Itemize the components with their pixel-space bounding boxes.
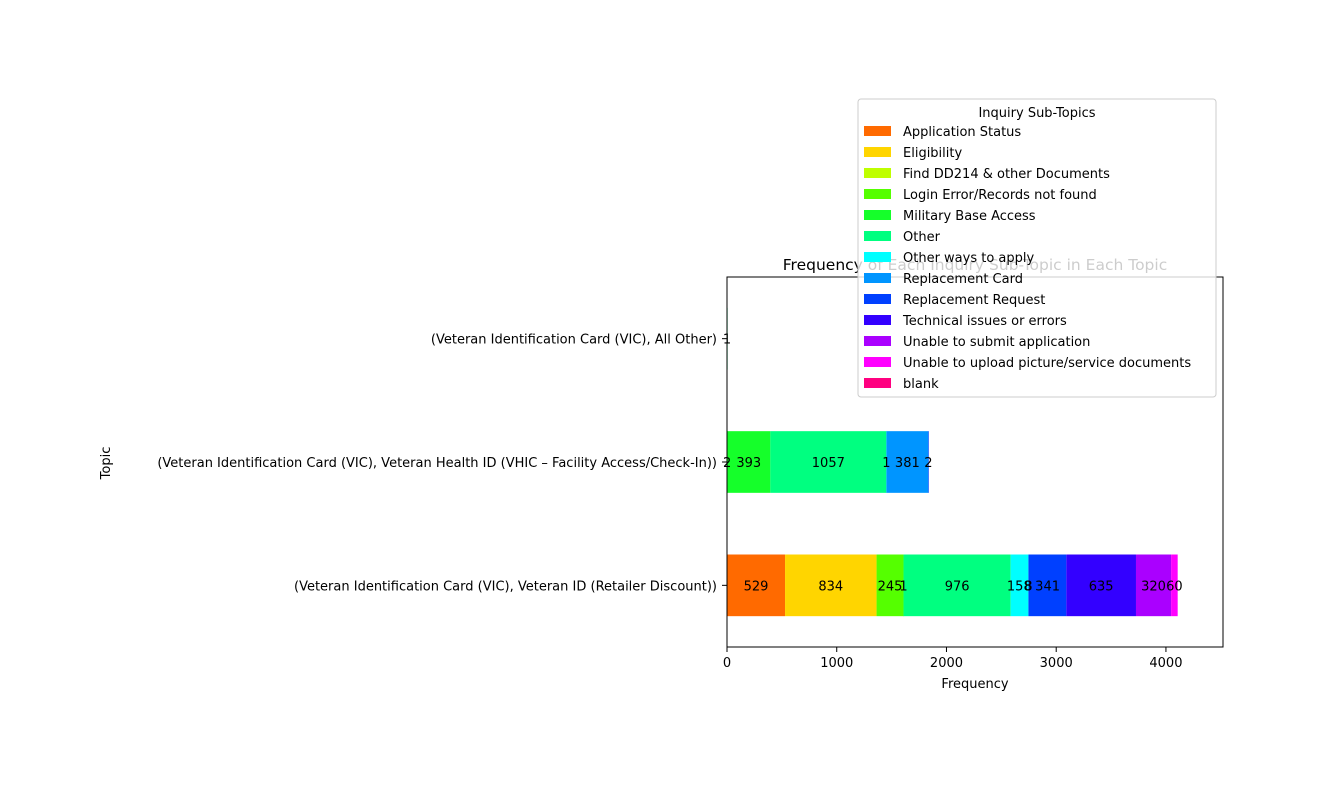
bar-value-label: 245 bbox=[878, 579, 903, 594]
bar-segment bbox=[1028, 554, 1029, 617]
bar-value-label: 381 bbox=[895, 456, 920, 471]
bar-value-label: 8 bbox=[1024, 579, 1032, 594]
legend: Inquiry Sub-Topics Application Status Elig… bbox=[857, 98, 1217, 398]
bar-segment bbox=[785, 554, 877, 617]
x-tick-label: 2000 bbox=[930, 656, 963, 671]
bar-value-label: 393 bbox=[736, 456, 761, 471]
bar-value-label: 976 bbox=[945, 579, 970, 594]
legend-entry-label: Military Base Access bbox=[903, 209, 1036, 224]
x-tick-label: 3000 bbox=[1040, 656, 1073, 671]
y-axis-label: Topic bbox=[99, 447, 114, 481]
y-axis-ticks: (Veteran Identification Card (VIC), Vete… bbox=[157, 333, 727, 594]
bar-value-label: 834 bbox=[818, 579, 843, 594]
legend-swatch bbox=[864, 252, 891, 262]
legend-swatch bbox=[864, 294, 891, 304]
legend-swatch bbox=[864, 147, 891, 157]
legend-entry-label: Eligibility bbox=[903, 146, 962, 161]
bar-value-label: 158 bbox=[1007, 579, 1032, 594]
legend-entry-label: Replacement Card bbox=[903, 272, 1023, 287]
bar-segment bbox=[727, 554, 786, 617]
bar-segment bbox=[928, 431, 929, 493]
bar-value-label: 2 bbox=[924, 456, 932, 471]
bar-value-label: 1 bbox=[882, 456, 890, 471]
legend-swatch bbox=[864, 378, 891, 388]
bar-value-label: 60 bbox=[1166, 579, 1183, 594]
bar-value-label: 1057 bbox=[812, 456, 845, 471]
legend-entry-label: Technical issues or errors bbox=[902, 314, 1067, 329]
legend-title: Inquiry Sub-Topics bbox=[978, 106, 1095, 121]
legend-swatch bbox=[864, 168, 891, 178]
bar-segment bbox=[876, 554, 904, 617]
legend-entry-label: Login Error/Records not found bbox=[903, 188, 1097, 203]
legend-entry-label: Replacement Request bbox=[903, 293, 1045, 308]
x-axis-label: Frequency bbox=[941, 677, 1008, 692]
bar-value-label: 320 bbox=[1141, 579, 1166, 594]
legend-box bbox=[857, 98, 1217, 398]
x-tick-label: 1000 bbox=[820, 656, 853, 671]
x-tick-label: 0 bbox=[723, 656, 731, 671]
legend-swatch bbox=[864, 210, 891, 220]
legend-swatch bbox=[864, 231, 891, 241]
legend-entry-label: Unable to submit application bbox=[903, 335, 1090, 350]
bars-layer bbox=[727, 307, 1178, 617]
legend-entry-label: Unable to upload picture/service documen… bbox=[903, 356, 1191, 371]
bar-segment bbox=[770, 431, 887, 493]
bar-segment bbox=[903, 554, 1011, 617]
y-tick-label: (Veteran Identification Card (VIC), Vete… bbox=[157, 456, 717, 471]
bar-segment bbox=[886, 431, 929, 493]
y-tick-label: (Veteran Identification Card (VIC), All … bbox=[431, 333, 717, 348]
bar-segment bbox=[1028, 554, 1067, 617]
legend-swatch bbox=[864, 126, 891, 136]
bar-value-label: 635 bbox=[1089, 579, 1114, 594]
legend-entry-label: blank bbox=[903, 377, 939, 392]
legend-swatch bbox=[864, 336, 891, 346]
bar-segment bbox=[727, 431, 771, 493]
y-tick-label: (Veteran Identification Card (VIC), Vete… bbox=[294, 579, 717, 594]
legend-entry-label: Other ways to apply bbox=[903, 251, 1035, 266]
x-axis-ticks: 0 1000 2000 3000 4000 bbox=[723, 647, 1182, 671]
legend-swatch bbox=[864, 189, 891, 199]
bar-value-label: 1 bbox=[899, 579, 907, 594]
bar-value-label: 341 bbox=[1035, 579, 1060, 594]
legend-swatch bbox=[864, 315, 891, 325]
legend-entry-label: Application Status bbox=[903, 125, 1021, 140]
bar-segment bbox=[1171, 554, 1178, 617]
legend-swatch bbox=[864, 357, 891, 367]
x-tick-label: 4000 bbox=[1149, 656, 1182, 671]
legend-entry-label: Find DD214 & other Documents bbox=[903, 167, 1110, 182]
bar-value-label: 529 bbox=[744, 579, 769, 594]
legend-entry-label: Other bbox=[903, 230, 941, 245]
bar-segment bbox=[1010, 554, 1029, 617]
bar-segment bbox=[1135, 554, 1172, 617]
legend-swatch bbox=[864, 273, 891, 283]
bar-segment bbox=[1066, 554, 1136, 617]
